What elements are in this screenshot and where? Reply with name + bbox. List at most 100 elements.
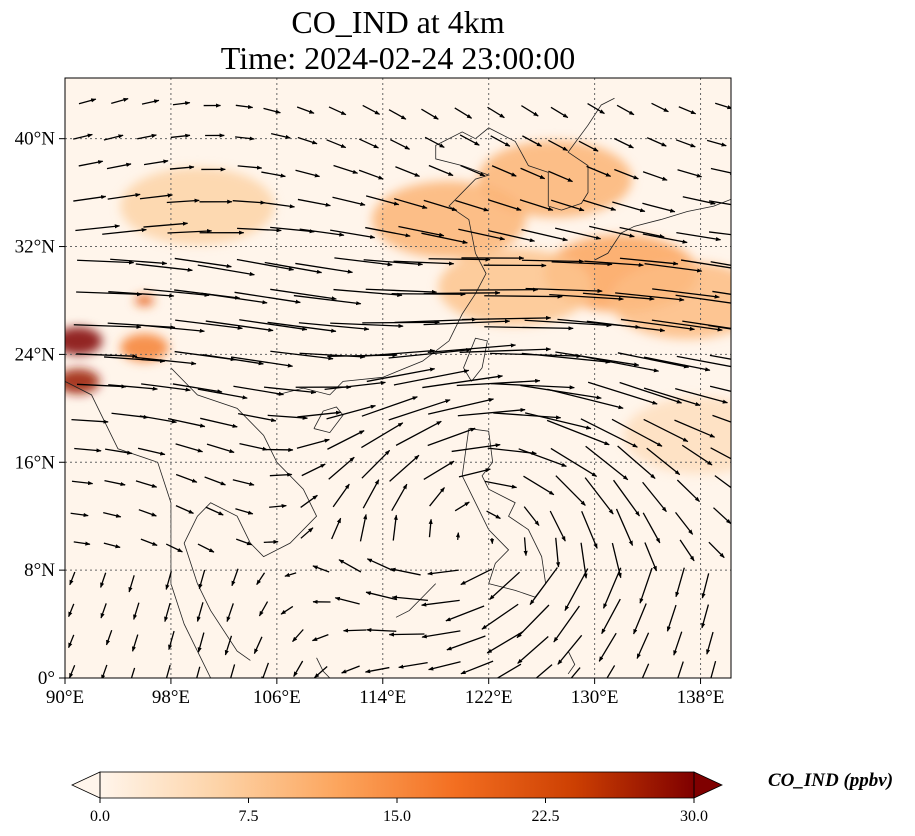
wind-arrow	[296, 438, 330, 449]
wind-arrow	[267, 414, 308, 420]
wind-arrow	[362, 104, 381, 115]
wind-arrow	[206, 443, 235, 454]
wind-arrow	[581, 355, 660, 373]
wind-arrow	[606, 665, 616, 678]
wind-arrow	[682, 196, 716, 205]
concentration-patch	[477, 140, 632, 218]
wind-arrow	[391, 483, 408, 512]
wind-arrow	[522, 135, 543, 147]
wind-arrow	[460, 568, 493, 586]
wind-arrow	[620, 318, 695, 331]
wind-arrow	[421, 630, 461, 639]
wind-arrow	[103, 542, 121, 549]
wind-arrow	[359, 514, 368, 542]
wind-arrow	[390, 567, 421, 576]
wind-arrow	[196, 602, 204, 622]
wind-arrow	[237, 227, 282, 233]
wind-arrow	[235, 104, 254, 109]
wind-arrow	[137, 133, 157, 140]
wind-arrow	[110, 258, 168, 266]
wind-arrow	[104, 480, 126, 487]
wind-arrow	[529, 567, 558, 605]
wind-arrow	[570, 667, 581, 678]
wind-arrow	[390, 139, 411, 150]
wind-arrow	[341, 665, 360, 674]
wind-arrow	[395, 166, 420, 177]
wind-arrow	[589, 225, 635, 238]
wind-vectors	[67, 97, 731, 678]
wind-arrow	[69, 571, 76, 586]
wind-arrow	[267, 321, 337, 333]
wind-arrow	[264, 261, 323, 274]
coastline	[567, 650, 576, 675]
wind-arrow	[224, 635, 233, 656]
wind-arrow	[639, 567, 653, 604]
colorbar-extend-low	[71, 771, 101, 799]
wind-arrow	[330, 322, 404, 329]
wind-arrow	[708, 324, 731, 330]
wind-arrow	[578, 140, 599, 152]
wind-arrow	[651, 319, 723, 332]
wind-arrow	[333, 164, 359, 174]
x-axis: 90°E 98°E 106°E 114°E 122°E 130°E 138°E	[46, 678, 725, 708]
wind-arrow	[105, 448, 133, 455]
wind-arrow	[584, 260, 644, 268]
wind-arrow	[519, 199, 554, 211]
wind-arrow	[364, 666, 390, 674]
wind-arrow	[454, 107, 473, 119]
wind-arrow	[175, 505, 194, 514]
wind-arrow	[676, 479, 700, 503]
wind-arrow	[139, 193, 173, 200]
wind-arrow	[611, 542, 622, 579]
x-tick-label: 138°E	[677, 687, 725, 708]
wind-arrow	[614, 168, 639, 180]
wind-arrow	[428, 398, 495, 415]
wind-arrow	[263, 539, 279, 545]
wind-arrow	[67, 634, 75, 649]
wind-arrow	[423, 319, 511, 326]
wind-arrow	[547, 388, 624, 410]
wind-arrow	[422, 374, 504, 389]
wind-arrow	[521, 228, 568, 242]
wind-arrow	[270, 350, 334, 361]
wind-arrow	[270, 226, 315, 234]
wind-arrow	[517, 636, 549, 664]
wind-arrow	[646, 447, 681, 476]
wind-arrow	[239, 319, 308, 331]
wind-arrow	[300, 527, 314, 539]
wind-arrow	[102, 228, 147, 235]
wind-arrow	[677, 169, 703, 178]
wind-arrow	[675, 511, 694, 535]
wind-arrow	[550, 447, 598, 477]
wind-arrow	[644, 542, 658, 572]
wind-arrow	[78, 160, 104, 167]
wind-arrow	[710, 447, 731, 460]
wind-arrow	[521, 352, 611, 364]
wind-arrow	[261, 201, 296, 209]
wind-arrow	[78, 98, 97, 105]
wind-arrow	[270, 288, 337, 301]
wind-arrow	[523, 537, 528, 557]
wind-arrow	[460, 660, 494, 675]
wind-arrow	[701, 573, 710, 599]
wind-arrow	[138, 509, 157, 517]
wind-arrow	[232, 200, 266, 205]
wind-arrow	[73, 324, 142, 330]
wind-arrow	[261, 171, 286, 178]
wind-arrow	[331, 517, 342, 540]
wind-arrow	[581, 511, 598, 549]
wind-arrow	[487, 106, 505, 119]
wind-arrow	[363, 259, 424, 267]
colorbar-extend-high	[693, 771, 723, 799]
wind-arrow	[548, 139, 568, 152]
wind-arrow	[175, 443, 204, 453]
wind-arrow	[708, 200, 731, 206]
wind-arrow	[710, 261, 731, 266]
wind-arrow	[172, 383, 223, 394]
wind-arrow	[493, 412, 562, 420]
wind-arrow	[586, 320, 666, 333]
wind-arrow	[454, 501, 470, 512]
wind-arrow	[334, 596, 360, 605]
wind-arrow	[642, 171, 668, 181]
wind-arrow	[236, 538, 253, 546]
